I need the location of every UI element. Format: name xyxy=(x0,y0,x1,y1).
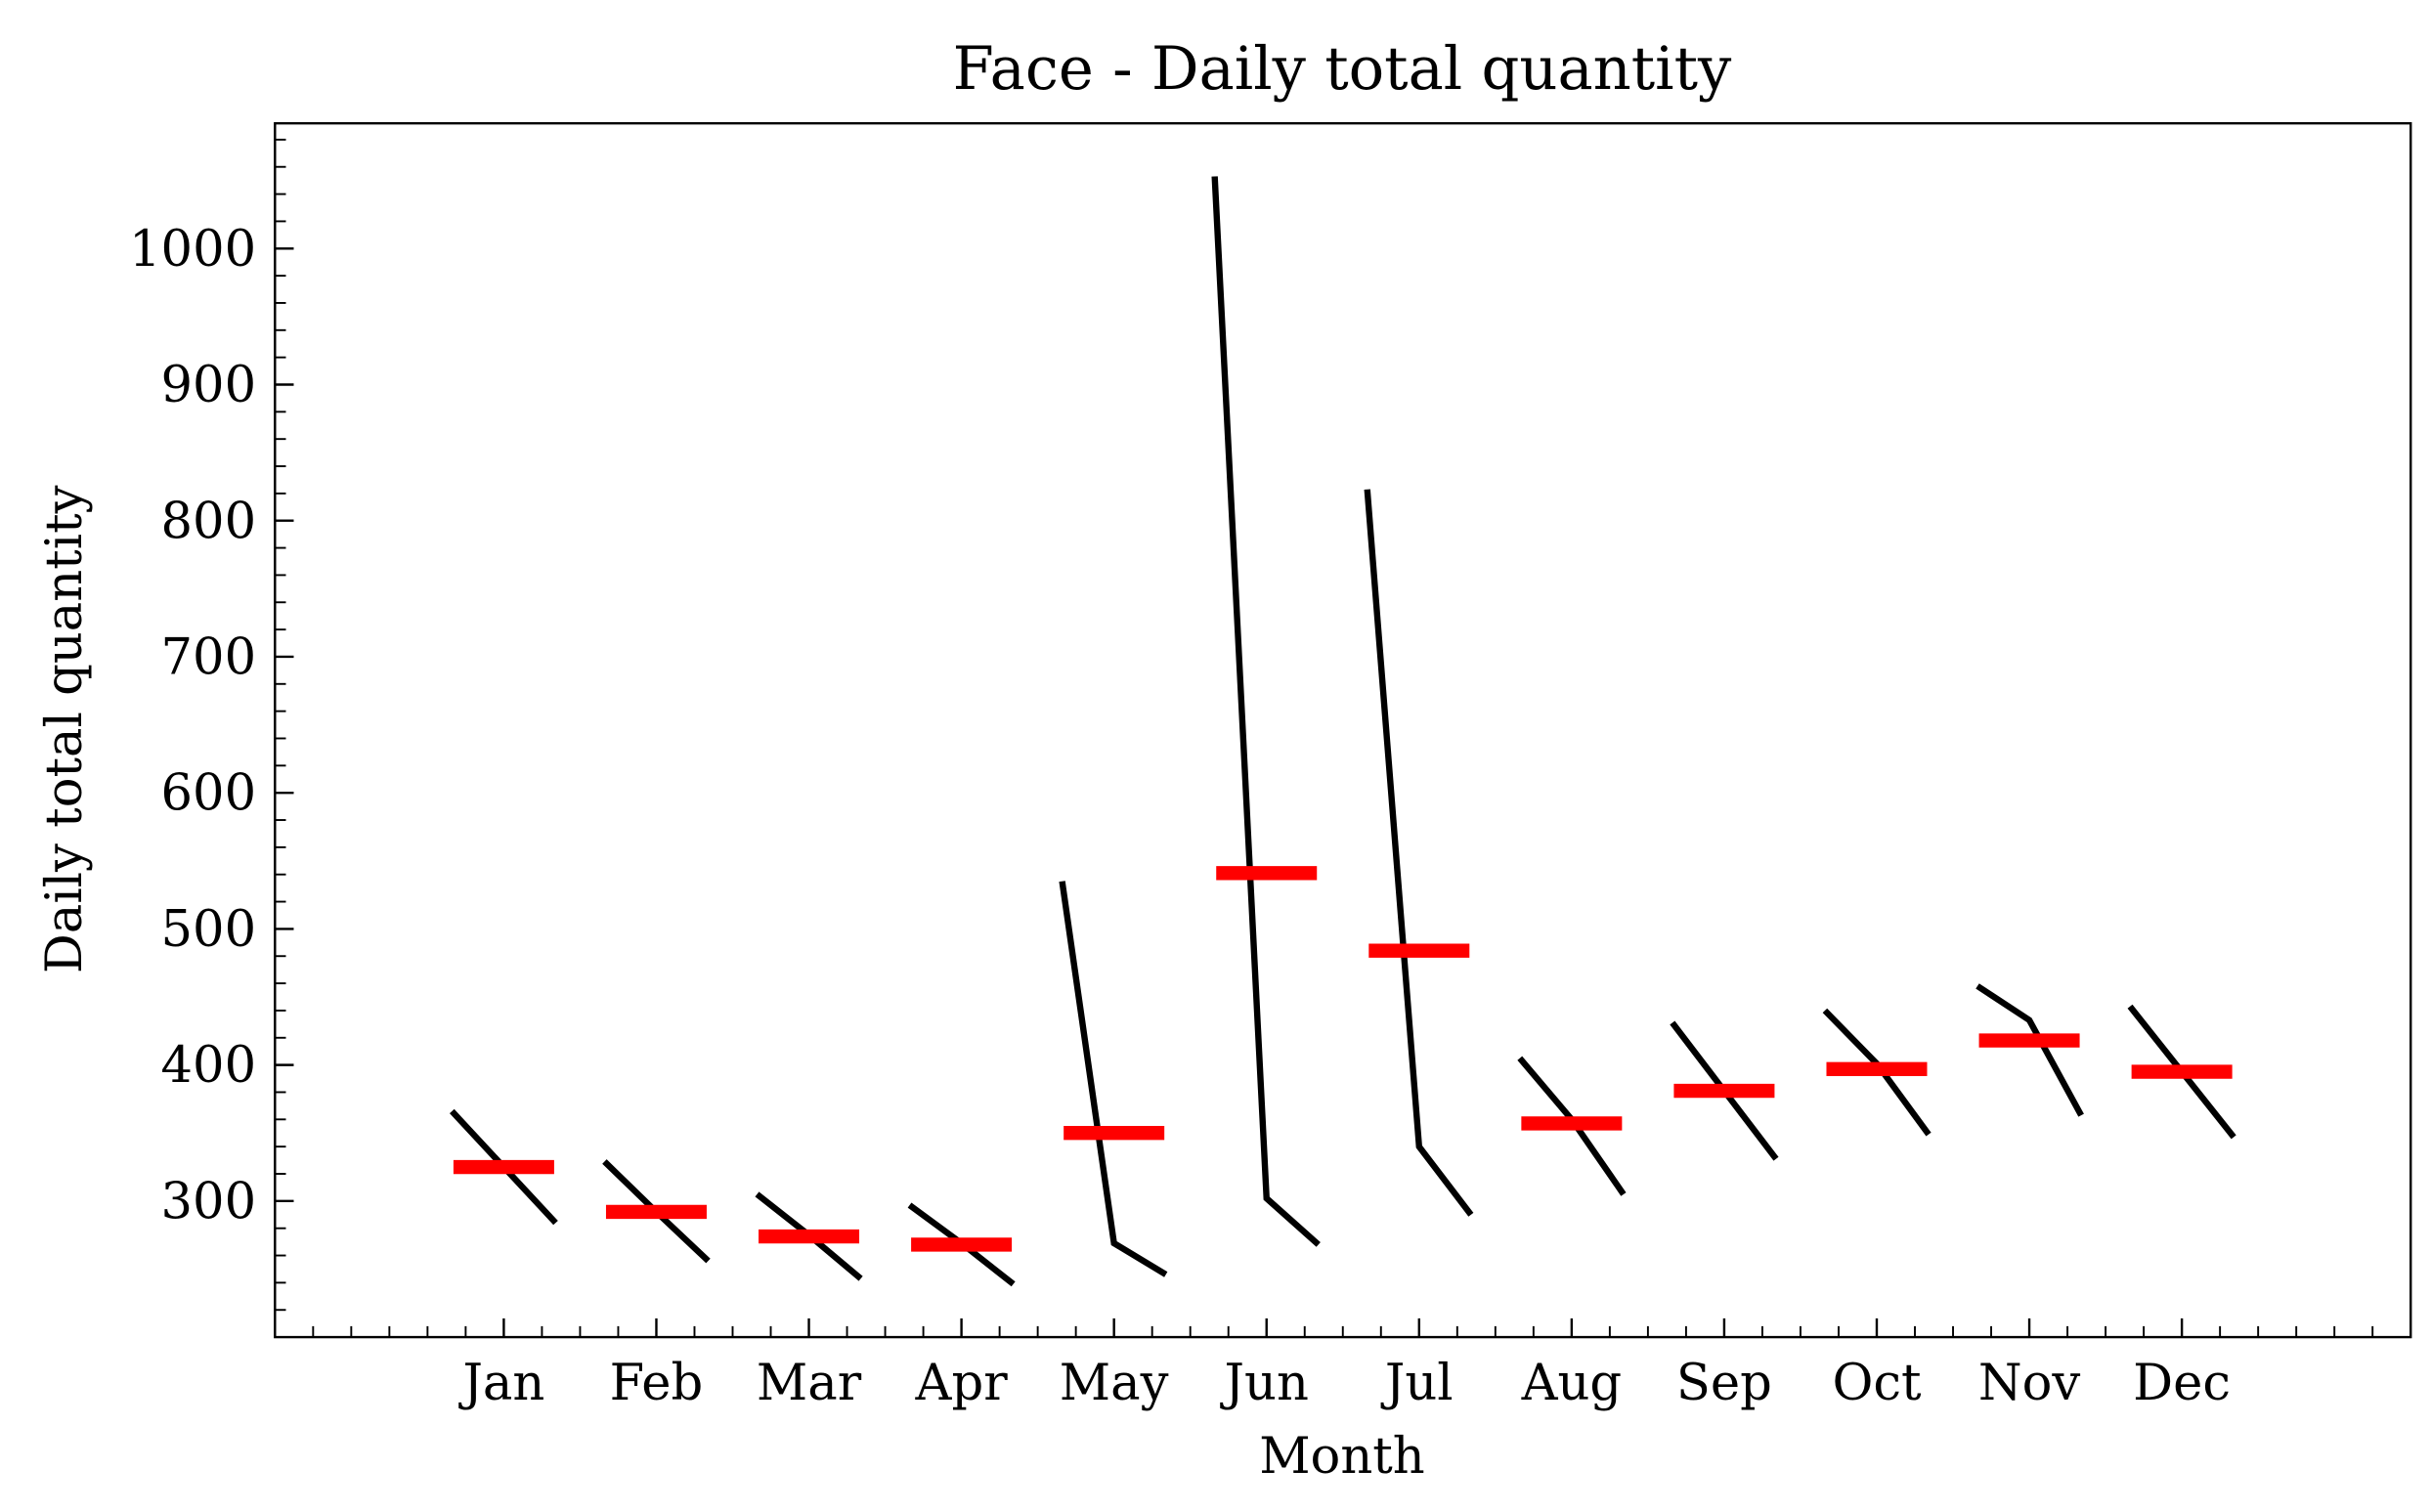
y-tick-label: 700 xyxy=(161,629,257,687)
y-tick-label: 600 xyxy=(161,765,257,823)
y-tick-label: 300 xyxy=(161,1173,257,1231)
y-tick-label: 800 xyxy=(161,493,257,550)
y-tick-label: 500 xyxy=(161,901,257,959)
x-tick-label: Apr xyxy=(915,1355,1009,1412)
x-tick-label: Dec xyxy=(2133,1355,2231,1412)
y-tick-label: 400 xyxy=(161,1037,257,1095)
plot-frame xyxy=(274,121,2412,1339)
x-tick-label: Jun xyxy=(1220,1355,1309,1412)
chart-title: Face - Daily total quantity xyxy=(953,35,1732,104)
x-tick-label: Jul xyxy=(1380,1355,1454,1412)
x-tick-label: Feb xyxy=(610,1355,704,1412)
x-tick-label: Mar xyxy=(757,1355,862,1412)
subseries-line xyxy=(1211,176,1321,1247)
y-axis-label: Daily total quantity xyxy=(36,485,94,973)
x-tick-label: May xyxy=(1060,1355,1169,1412)
x-tick-label: Sep xyxy=(1676,1355,1772,1412)
x-tick-label: Nov xyxy=(1978,1355,2081,1412)
x-axis-label: Month xyxy=(1259,1428,1425,1486)
x-tick-label: Jan xyxy=(457,1355,544,1412)
subseries-line xyxy=(1364,489,1474,1217)
y-tick-label: 900 xyxy=(161,357,257,414)
y-tick-label: 1000 xyxy=(129,221,256,279)
subseries-line xyxy=(1059,881,1168,1277)
subseries-line xyxy=(1975,983,2084,1117)
x-tick-label: Aug xyxy=(1521,1355,1623,1412)
x-tick-label: Oct xyxy=(1832,1355,1922,1412)
